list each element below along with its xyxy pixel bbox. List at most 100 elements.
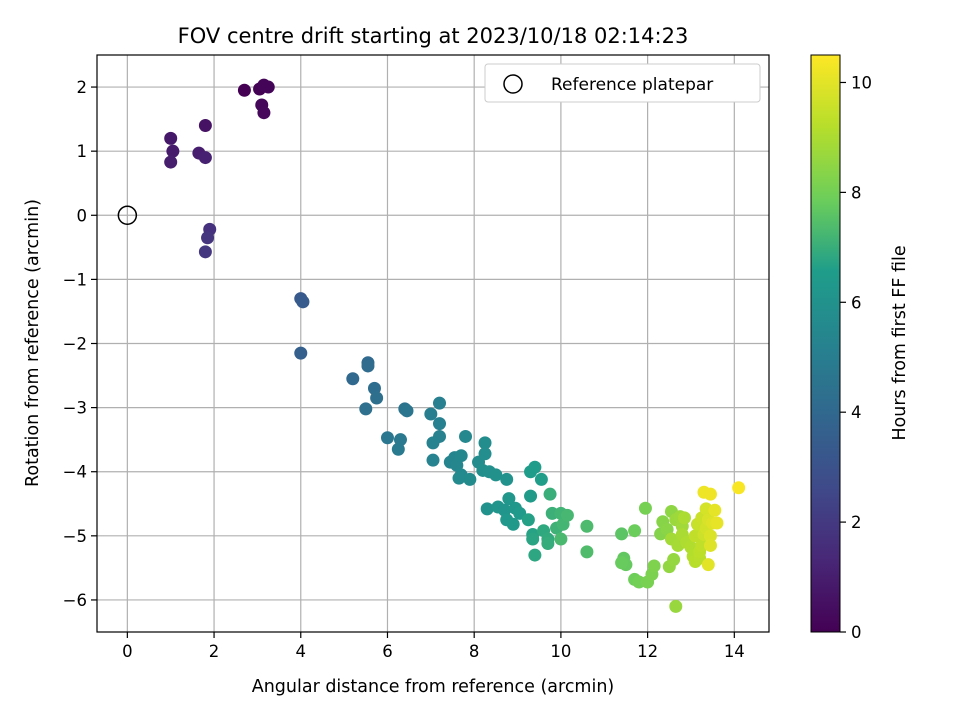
data-point [164, 155, 178, 169]
legend-marker [503, 74, 523, 94]
data-point [524, 489, 538, 503]
data-point [647, 559, 661, 573]
y-tick-label: −5 [63, 527, 87, 546]
colorbar-ticks: 0 2 4 6 8 10 [840, 73, 872, 642]
data-point [732, 481, 746, 495]
data-point [198, 119, 212, 133]
data-point [257, 106, 271, 120]
y-tick-label: 1 [77, 142, 88, 161]
data-point [703, 529, 717, 543]
colorbar-tick-label: 2 [851, 513, 862, 532]
y-tick-label: −4 [63, 463, 87, 482]
data-point [500, 472, 514, 486]
colorbar-tick-label: 0 [851, 623, 862, 642]
y-axis-ticks: −6 −5 −4 −3 −2 −1 0 1 2 [63, 78, 97, 610]
data-point [426, 436, 440, 450]
data-point [346, 372, 360, 386]
data-point [478, 436, 492, 450]
data-point [380, 431, 394, 445]
data-point [667, 553, 681, 567]
x-tick-label: 6 [382, 642, 393, 661]
data-point [261, 80, 275, 94]
data-point [506, 517, 520, 531]
data-point [480, 502, 494, 516]
data-point [701, 558, 715, 572]
data-point [370, 391, 384, 405]
data-point [580, 545, 594, 559]
data-point [541, 537, 555, 551]
data-point [628, 524, 642, 538]
x-tick-label: 8 [469, 642, 480, 661]
x-axis-ticks: 0 2 4 6 8 10 12 14 [122, 632, 745, 661]
y-tick-label: 2 [77, 78, 88, 97]
data-point [478, 447, 492, 461]
data-point [669, 599, 683, 613]
x-tick-label: 10 [550, 642, 571, 661]
y-tick-label: −1 [63, 270, 87, 289]
x-tick-label: 2 [209, 642, 220, 661]
data-point [521, 513, 535, 527]
data-point [703, 487, 717, 501]
colorbar-label: Hours from first FF file [890, 245, 910, 440]
colorbar-tick-label: 4 [851, 403, 862, 422]
x-tick-label: 12 [637, 642, 658, 661]
data-point [528, 460, 542, 474]
data-point [554, 532, 568, 546]
x-tick-label: 0 [122, 642, 133, 661]
colorbar [810, 54, 841, 633]
data-point [703, 538, 717, 552]
data-points [164, 78, 746, 613]
data-point [677, 511, 691, 525]
data-point [534, 472, 548, 486]
colorbar-tick-label: 8 [851, 183, 862, 202]
chart-title: FOV centre drift starting at 2023/10/18 … [178, 24, 689, 48]
data-point [560, 508, 574, 522]
legend: Reference platepar [484, 63, 761, 103]
data-point [502, 492, 516, 506]
data-point [198, 245, 212, 259]
data-point [615, 527, 629, 541]
data-point [237, 83, 251, 97]
x-tick-label: 14 [724, 642, 745, 661]
data-point [708, 503, 722, 517]
data-point [452, 471, 466, 485]
data-point [710, 516, 724, 530]
data-point [400, 404, 414, 418]
data-point [433, 417, 447, 431]
y-tick-label: −6 [63, 591, 87, 610]
grid [97, 55, 769, 632]
data-point [359, 402, 373, 416]
legend-box [484, 63, 761, 103]
data-point [543, 487, 557, 501]
colorbar-tick-label: 10 [851, 73, 872, 92]
data-point [528, 548, 542, 562]
data-point [201, 231, 215, 245]
data-point [615, 556, 629, 570]
colorbar-tick-label: 6 [851, 293, 862, 312]
legend-label: Reference platepar [551, 75, 713, 95]
reference-point [117, 205, 138, 226]
data-point [391, 442, 405, 456]
y-tick-label: −2 [63, 335, 87, 354]
y-axis-label: Rotation from reference (arcmin) [23, 199, 43, 487]
data-point [526, 532, 540, 546]
data-point [166, 144, 180, 158]
data-point [433, 396, 447, 410]
x-tick-label: 4 [296, 642, 307, 661]
data-point [361, 359, 375, 373]
data-point [424, 407, 438, 421]
data-point [454, 449, 468, 463]
data-point [296, 295, 310, 309]
data-point [463, 472, 477, 486]
data-point [164, 131, 178, 145]
data-point [294, 346, 308, 360]
data-point [489, 468, 503, 482]
data-point [638, 501, 652, 515]
x-axis-label: Angular distance from reference (arcmin) [252, 677, 615, 697]
data-point [426, 453, 440, 467]
data-point [459, 429, 473, 443]
data-point [198, 151, 212, 165]
data-point [580, 519, 594, 533]
y-tick-label: −3 [63, 399, 87, 418]
